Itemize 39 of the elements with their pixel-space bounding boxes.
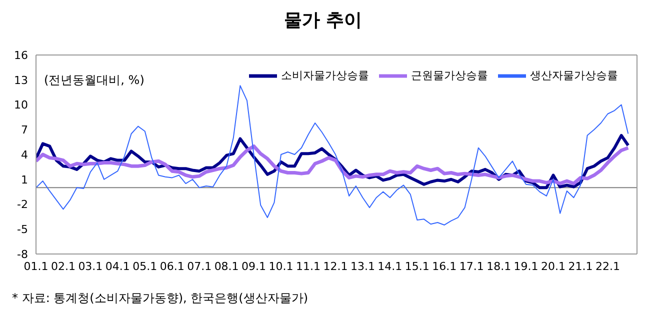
x-tick-label: 10.1 <box>268 260 294 273</box>
line-series <box>36 85 629 226</box>
x-tick-label: 05.1 <box>132 260 158 273</box>
chart-title: 물가 추이 <box>282 9 364 32</box>
y-tick-label: -8 <box>17 248 28 261</box>
y-tick-label: 10 <box>14 98 28 112</box>
x-tick-label: 21.1 <box>568 260 593 273</box>
x-tick-label: 06.1 <box>160 260 184 273</box>
text: * 자료: 통계청(소비자물가동향), 한국은행(생산자물가) <box>12 290 308 307</box>
y-tick-label: -2 <box>17 198 28 212</box>
x-tick-label: 12.1 <box>323 260 348 273</box>
x-tick-label: 07.1 <box>187 260 212 273</box>
x-tick-label: 08.1 <box>214 260 239 273</box>
x-tick-label: 11.1 <box>296 260 321 273</box>
legend-label: 소비자물가상승률 <box>281 69 369 82</box>
legend-label: 근원물가상승률 <box>411 69 488 82</box>
x-tick-label: 16.1 <box>432 260 457 273</box>
y-axis-title: (전년동월대비, %) <box>44 72 144 89</box>
x-tick-label: 17.1 <box>459 260 484 273</box>
x-tick-label: 14.1 <box>378 260 402 273</box>
line-series <box>36 144 630 186</box>
y-tick-label: -5 <box>17 223 28 236</box>
y-tick-label: 1 <box>21 173 28 186</box>
x-tick-label: 15.1 <box>404 260 430 273</box>
x-tick-label: 09.1 <box>242 260 266 273</box>
x-tick-label: 13.1 <box>350 260 375 273</box>
y-tick-label: 4 <box>21 148 28 162</box>
x-tick-label: 18.1 <box>486 260 512 273</box>
y-tick-label: 7 <box>21 124 28 137</box>
x-tick-label: 20.1 <box>541 260 566 273</box>
x-tick-label: 02.1 <box>50 260 76 273</box>
y-tick-label: 16 <box>14 48 28 62</box>
legend-label: 생산자물가상승률 <box>530 69 618 82</box>
x-tick-label: 22.1 <box>595 260 620 273</box>
y-tick-label: 13 <box>14 74 28 87</box>
x-tick-label: 19.1 <box>514 260 538 273</box>
x-tick-label: 04.1 <box>105 260 130 273</box>
x-tick-label: 03.1 <box>78 260 103 273</box>
x-tick-label: 01.1 <box>24 260 48 273</box>
